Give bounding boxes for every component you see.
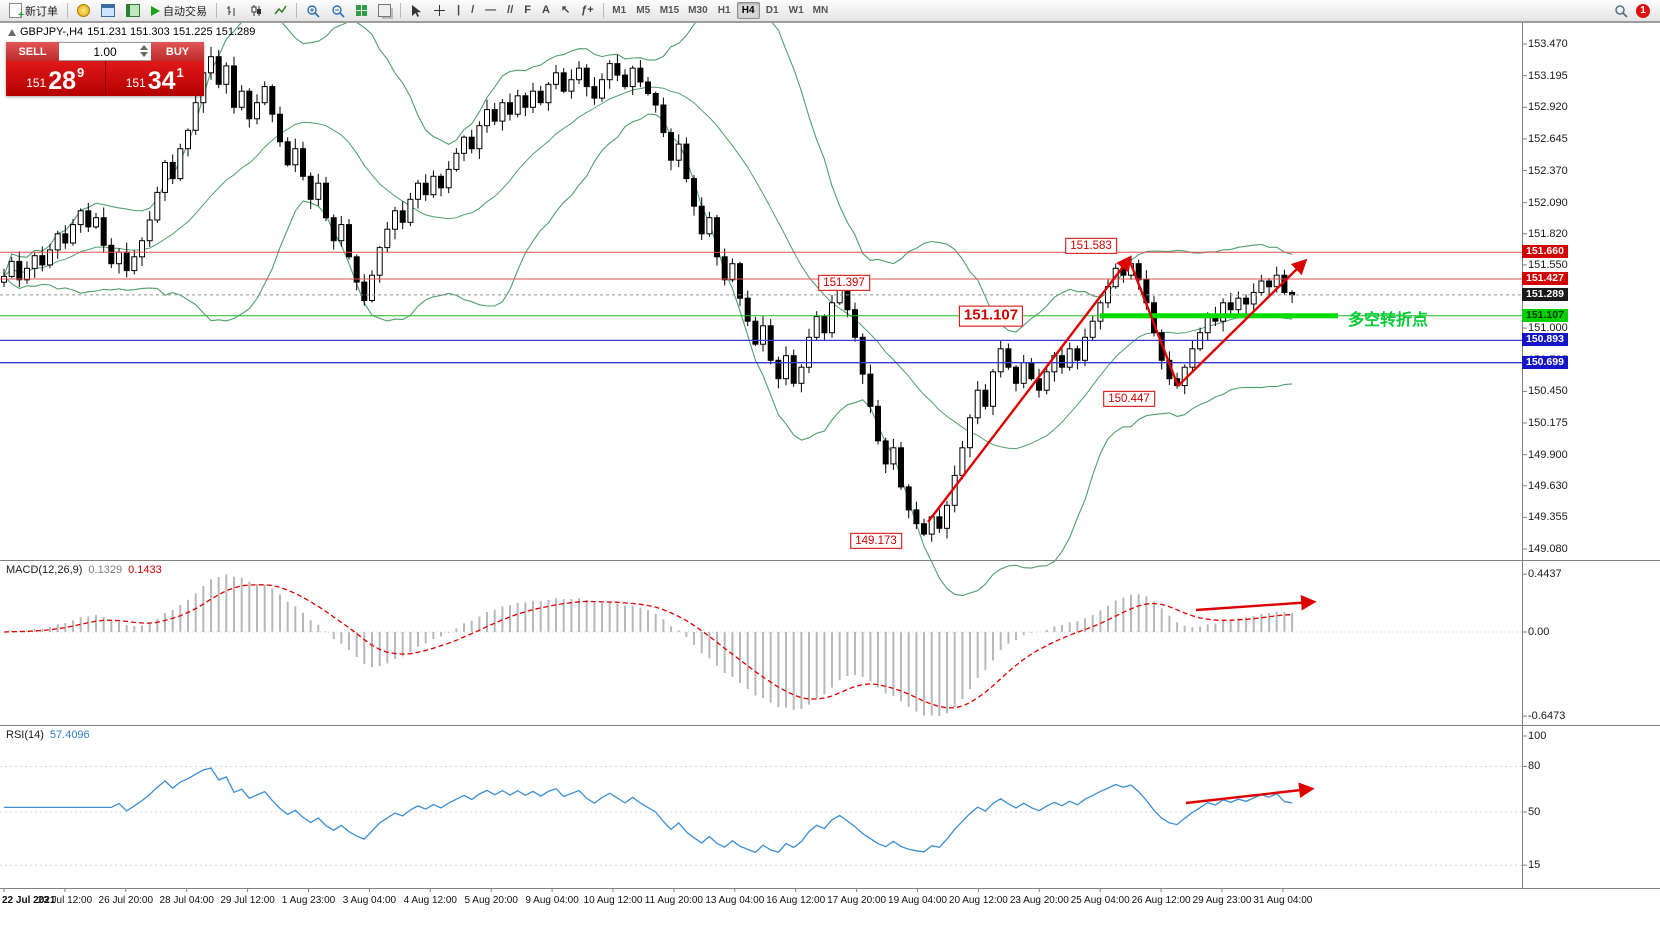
sell-price-pip: 9 bbox=[77, 65, 85, 80]
bar-chart-button[interactable] bbox=[221, 2, 244, 20]
macd-value-2: 0.1433 bbox=[128, 564, 162, 576]
timeframe-m5[interactable]: M5 bbox=[632, 2, 655, 19]
volume-input[interactable]: 1.00 bbox=[59, 42, 151, 61]
search-icon bbox=[1615, 4, 1628, 18]
volume-spinner[interactable] bbox=[140, 45, 148, 57]
sell-button[interactable]: SELL bbox=[6, 42, 59, 61]
autotrading-button[interactable]: 自动交易 bbox=[146, 2, 212, 20]
charts-window-icon bbox=[101, 4, 115, 17]
cursor-tool-button[interactable] bbox=[405, 2, 427, 20]
channel-tool-button[interactable]: // bbox=[502, 2, 518, 20]
timeframe-m30[interactable]: M30 bbox=[684, 2, 711, 19]
buy-price-big: 34 bbox=[147, 67, 176, 95]
symbol-ohlc: 151.231 151.303 151.225 151.289 bbox=[87, 26, 256, 38]
zoom-out-icon bbox=[332, 4, 345, 18]
bar-chart-icon bbox=[227, 6, 235, 16]
toolbar-separator bbox=[296, 3, 297, 18]
one-click-trading-panel: SELL 1.00 BUY 151 28 9 151 34 1 bbox=[6, 42, 204, 96]
spin-up-icon[interactable] bbox=[140, 45, 148, 50]
new-order-icon bbox=[9, 3, 24, 21]
toolbar-separator bbox=[602, 3, 604, 18]
spin-down-icon[interactable] bbox=[140, 52, 148, 57]
autotrading-play-icon bbox=[151, 5, 160, 16]
terminal-icon bbox=[126, 4, 140, 17]
cursor-icon bbox=[412, 5, 421, 17]
candlestick-chart-icon bbox=[251, 5, 261, 16]
macd-value-1: 0.1329 bbox=[88, 564, 123, 576]
buy-price-button[interactable]: 151 34 1 bbox=[105, 61, 204, 96]
expand-triangle-icon[interactable] bbox=[8, 28, 16, 36]
cascade-windows-icon bbox=[378, 4, 391, 17]
volume-value: 1.00 bbox=[93, 44, 117, 59]
notification-badge[interactable]: 1 bbox=[1636, 3, 1650, 18]
candlestick-chart-button[interactable] bbox=[245, 2, 268, 20]
charts-window-button[interactable] bbox=[96, 2, 120, 20]
timeframe-group: M1 M5 M15 M30 H1 H4 D1 W1 MN bbox=[608, 2, 832, 19]
horizontal-line-icon: — bbox=[485, 4, 497, 16]
toolbar-separator bbox=[67, 3, 68, 18]
vertical-line-tool-button[interactable]: | bbox=[452, 2, 465, 20]
market-watch-button[interactable] bbox=[72, 2, 95, 20]
zoom-in-icon bbox=[307, 4, 320, 18]
terminal-button[interactable] bbox=[121, 2, 145, 20]
autotrading-label: 自动交易 bbox=[163, 5, 207, 18]
sell-price-prefix: 151 bbox=[26, 76, 47, 90]
cascade-windows-button[interactable] bbox=[373, 2, 396, 20]
indicators-list-button[interactable]: ƒ+ bbox=[576, 2, 599, 20]
buy-button[interactable]: BUY bbox=[151, 42, 204, 61]
timeframe-h1[interactable]: H1 bbox=[713, 2, 736, 19]
macd-label: MACD(12,26,9) 0.1329 0.1433 bbox=[6, 564, 162, 576]
indicators-icon: ƒ+ bbox=[581, 4, 594, 16]
sell-price-button[interactable]: 151 28 9 bbox=[6, 61, 105, 96]
timeframe-w1[interactable]: W1 bbox=[785, 2, 808, 19]
fibonacci-tool-button[interactable]: F bbox=[519, 2, 536, 20]
timeframe-d1[interactable]: D1 bbox=[761, 2, 784, 19]
channel-icon: // bbox=[507, 4, 514, 16]
fibonacci-icon: F bbox=[524, 4, 531, 16]
symbol-title: GBPJPY-,H4 bbox=[20, 26, 84, 38]
sell-price-big: 28 bbox=[48, 67, 77, 95]
vertical-line-icon: | bbox=[457, 4, 461, 16]
zoom-in-button[interactable] bbox=[301, 2, 325, 20]
crosshair-icon bbox=[434, 5, 445, 16]
toolbar-separator bbox=[216, 3, 217, 18]
toolbar: 新订单 自动交易 | / — // F A ↖ ƒ+ M1M5M15M30H1H… bbox=[0, 0, 1660, 22]
tile-windows-icon bbox=[356, 5, 367, 16]
new-order-label: 新订单 bbox=[25, 5, 58, 18]
timeframe-h4[interactable]: H4 bbox=[736, 2, 760, 19]
macd-name: MACD(12,26,9) bbox=[6, 564, 83, 576]
buy-price-prefix: 151 bbox=[125, 76, 146, 90]
zoom-out-button[interactable] bbox=[326, 2, 350, 20]
timeframe-m1[interactable]: M1 bbox=[608, 2, 631, 19]
line-chart-button[interactable] bbox=[269, 2, 292, 20]
line-chart-icon bbox=[274, 5, 287, 15]
timeframe-mn[interactable]: MN bbox=[809, 2, 833, 19]
text-tool-icon: A bbox=[542, 4, 550, 16]
timeframe-m15[interactable]: M15 bbox=[656, 2, 683, 19]
rsi-name: RSI(14) bbox=[6, 729, 44, 741]
new-order-button[interactable]: 新订单 bbox=[4, 2, 63, 21]
trendline-tool-button[interactable]: / bbox=[466, 2, 479, 20]
buy-price-pip: 1 bbox=[176, 65, 184, 80]
arrows-tool-icon: ↖ bbox=[560, 4, 571, 16]
tile-windows-button[interactable] bbox=[351, 2, 372, 20]
horizontal-line-tool-button[interactable]: — bbox=[480, 2, 501, 20]
quote-line: GBPJPY-,H4 151.231 151.303 151.225 151.2… bbox=[8, 26, 255, 38]
rsi-label: RSI(14) 57.4096 bbox=[6, 729, 90, 741]
arrows-tool-button[interactable]: ↖ bbox=[556, 2, 575, 20]
toolbar-separator bbox=[400, 3, 401, 18]
market-watch-icon bbox=[77, 4, 90, 17]
crosshair-tool-button[interactable] bbox=[428, 2, 451, 20]
search-button[interactable] bbox=[1609, 2, 1633, 20]
rsi-value: 57.4096 bbox=[49, 729, 90, 741]
text-tool-button[interactable]: A bbox=[537, 2, 555, 20]
trendline-icon: / bbox=[471, 4, 475, 16]
